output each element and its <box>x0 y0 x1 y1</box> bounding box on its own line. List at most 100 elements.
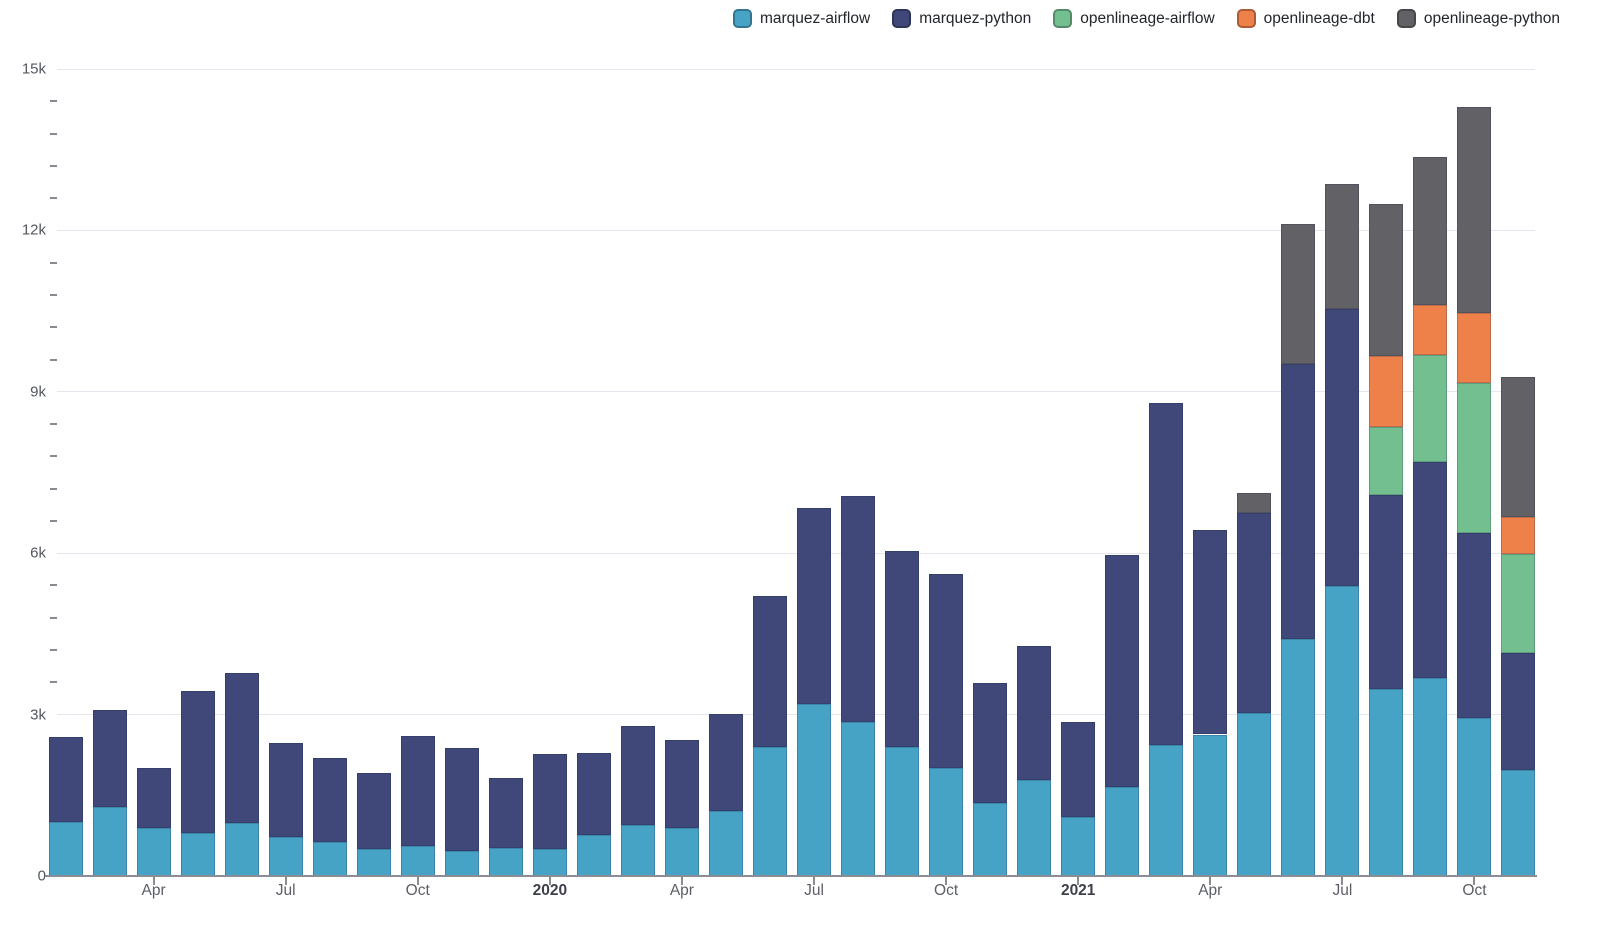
bar-segment-marquez-python[interactable] <box>708 713 743 811</box>
bar-segment-marquez-python[interactable] <box>180 691 215 833</box>
bar-segment-marquez-airflow[interactable] <box>1237 712 1272 876</box>
bar-segment-marquez-python[interactable] <box>1017 646 1052 780</box>
bar-segment-marquez-python[interactable] <box>488 778 523 849</box>
bar-segment-marquez-python[interactable] <box>268 743 303 838</box>
bar-segment-openlineage-python[interactable] <box>1237 492 1272 513</box>
bar-segment-marquez-python[interactable] <box>752 596 787 747</box>
bar-segment-openlineage-python[interactable] <box>1501 376 1536 518</box>
y-gridline <box>57 391 1535 393</box>
bar-segment-openlineage-python[interactable] <box>1281 223 1316 364</box>
bar-segment-marquez-airflow[interactable] <box>973 802 1008 876</box>
bar-segment-marquez-airflow[interactable] <box>1325 586 1360 876</box>
bar-segment-marquez-python[interactable] <box>1457 532 1492 718</box>
bar-segment-openlineage-python[interactable] <box>1413 157 1448 306</box>
bar-segment-openlineage-python[interactable] <box>1325 183 1360 309</box>
legend-item-marquez-airflow[interactable]: marquez-airflow <box>732 9 870 28</box>
y-axis-tick-label: 15k <box>21 60 46 78</box>
bar-segment-marquez-python[interactable] <box>1369 495 1404 690</box>
x-axis-tick-label: Apr <box>1198 882 1223 899</box>
bar-segment-marquez-airflow[interactable] <box>752 746 787 876</box>
bar-segment-openlineage-airflow[interactable] <box>1501 553 1536 653</box>
bar-segment-marquez-python[interactable] <box>1105 555 1140 787</box>
bar-segment-marquez-airflow[interactable] <box>1149 744 1184 876</box>
bar-segment-marquez-airflow[interactable] <box>1061 816 1096 876</box>
bar-segment-openlineage-dbt[interactable] <box>1369 356 1404 427</box>
bar-segment-marquez-airflow[interactable] <box>356 849 391 876</box>
bar-segment-marquez-python[interactable] <box>92 710 127 808</box>
bar-segment-marquez-airflow[interactable] <box>48 822 83 876</box>
bar-segment-marquez-airflow[interactable] <box>532 849 567 876</box>
y-axis-minor-tick <box>50 455 57 458</box>
bar-segment-marquez-airflow[interactable] <box>576 834 611 876</box>
x-axis-tick-label: Apr <box>669 882 694 899</box>
x-axis-tick <box>284 877 287 885</box>
bar-segment-marquez-python[interactable] <box>48 737 83 823</box>
legend-item-openlineage-dbt[interactable]: openlineage-dbt <box>1236 9 1375 28</box>
bar-segment-marquez-python[interactable] <box>1193 529 1228 735</box>
bar-segment-marquez-airflow[interactable] <box>708 810 743 876</box>
legend-swatch-marquez-airflow <box>732 9 752 28</box>
bar-segment-marquez-airflow[interactable] <box>136 828 171 876</box>
bar-segment-marquez-python[interactable] <box>576 752 611 835</box>
bar-segment-marquez-airflow[interactable] <box>1369 689 1404 876</box>
bar-segment-marquez-airflow[interactable] <box>180 832 215 876</box>
bar-segment-marquez-python[interactable] <box>973 682 1008 803</box>
bar-segment-openlineage-dbt[interactable] <box>1457 312 1492 383</box>
bar-segment-marquez-airflow[interactable] <box>841 721 876 876</box>
x-axis-tick <box>416 877 419 885</box>
bar-segment-marquez-python[interactable] <box>885 550 920 747</box>
bar-segment-marquez-airflow[interactable] <box>1457 717 1492 876</box>
bar-segment-marquez-airflow[interactable] <box>444 850 479 876</box>
legend-swatch-openlineage-dbt <box>1236 9 1256 28</box>
bar-segment-marquez-python[interactable] <box>664 739 699 829</box>
bar-segment-marquez-python[interactable] <box>1501 652 1536 770</box>
bar-segment-marquez-python[interactable] <box>136 767 171 829</box>
bar-segment-openlineage-airflow[interactable] <box>1369 426 1404 496</box>
bar-segment-openlineage-airflow[interactable] <box>1457 382 1492 533</box>
bar-segment-marquez-python[interactable] <box>224 673 259 824</box>
bar-segment-marquez-airflow[interactable] <box>664 828 699 876</box>
bar-segment-marquez-airflow[interactable] <box>1105 786 1140 876</box>
bar-segment-marquez-python[interactable] <box>841 496 876 722</box>
bar-segment-marquez-python[interactable] <box>400 736 435 847</box>
bar-segment-marquez-python[interactable] <box>1281 363 1316 640</box>
bar-segment-marquez-airflow[interactable] <box>797 703 831 876</box>
legend-item-openlineage-python[interactable]: openlineage-python <box>1396 9 1560 28</box>
bar-segment-marquez-airflow[interactable] <box>1501 770 1536 876</box>
legend-item-marquez-python[interactable]: marquez-python <box>892 9 1031 28</box>
bar-segment-marquez-airflow[interactable] <box>885 746 920 876</box>
bar-segment-marquez-airflow[interactable] <box>620 824 655 876</box>
bar-segment-marquez-python[interactable] <box>620 726 655 825</box>
y-axis-minor-tick <box>50 164 57 167</box>
bar-segment-marquez-python[interactable] <box>1413 461 1448 678</box>
bar-segment-marquez-python[interactable] <box>1325 308 1360 586</box>
bar-segment-marquez-airflow[interactable] <box>1413 678 1448 876</box>
bar-segment-openlineage-dbt[interactable] <box>1413 305 1448 356</box>
y-axis-minor-tick <box>50 132 57 135</box>
x-axis-tick <box>813 877 815 885</box>
bar-segment-marquez-python[interactable] <box>532 753 567 850</box>
bar-segment-marquez-python[interactable] <box>356 773 391 850</box>
bar-segment-marquez-python[interactable] <box>312 758 347 843</box>
bar-segment-marquez-python[interactable] <box>1061 721 1096 817</box>
bar-segment-openlineage-python[interactable] <box>1457 106 1492 313</box>
bar-segment-marquez-airflow[interactable] <box>1281 639 1316 876</box>
bar-segment-marquez-airflow[interactable] <box>488 848 523 876</box>
bar-segment-marquez-python[interactable] <box>444 747 479 851</box>
bar-segment-marquez-python[interactable] <box>1149 403 1184 745</box>
bar-segment-marquez-airflow[interactable] <box>92 807 127 876</box>
bar-segment-marquez-airflow[interactable] <box>268 837 303 876</box>
legend-item-openlineage-airflow[interactable]: openlineage-airflow <box>1053 9 1215 28</box>
bar-segment-marquez-airflow[interactable] <box>1017 779 1052 876</box>
bar-segment-openlineage-dbt[interactable] <box>1501 517 1536 554</box>
bar-segment-marquez-airflow[interactable] <box>312 842 347 876</box>
bar-segment-openlineage-airflow[interactable] <box>1413 355 1448 462</box>
bar-segment-marquez-airflow[interactable] <box>224 823 259 876</box>
bar-segment-marquez-airflow[interactable] <box>1193 734 1228 876</box>
bar-segment-openlineage-python[interactable] <box>1369 204 1404 357</box>
bar-segment-marquez-python[interactable] <box>1237 512 1272 713</box>
bar-segment-marquez-python[interactable] <box>929 573 964 768</box>
bar-segment-marquez-airflow[interactable] <box>929 767 964 876</box>
bar-segment-marquez-airflow[interactable] <box>400 846 435 876</box>
bar-segment-marquez-python[interactable] <box>797 508 831 704</box>
